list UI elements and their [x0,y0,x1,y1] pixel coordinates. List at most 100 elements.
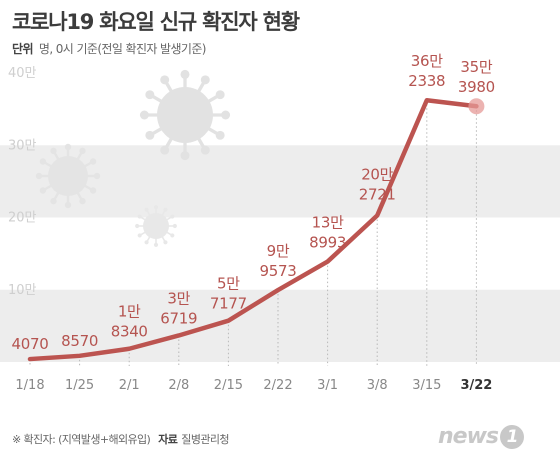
data-label: 8340 [111,323,148,341]
virus-icon [135,205,177,247]
virus-spike-tip [89,158,97,165]
chart-title: 코로나19 화요일 신규 확진자 현황 [12,10,300,34]
data-label: 7177 [210,295,247,313]
series-line [27,97,485,362]
virus-spike-tip [215,130,225,140]
guide-lines [29,100,477,366]
x-tick-label: 3/8 [367,378,388,393]
virus-spike-tip [145,130,155,140]
x-tick-label: 3/1 [317,378,338,393]
data-point [127,347,131,351]
data-label: 1만 [118,303,141,321]
virus-spike-tip [39,158,47,165]
data-labels: 4070 8570 1만 8340 3만 6719 5만 7177 9만 9573 13만 8993 2… [12,52,496,353]
virus-spike-tip [139,110,149,120]
footnote-text: ※ 확진자: (지역발생+해외유입) [12,433,151,446]
data-point [276,288,280,292]
unit-line: 단위 명, 0시 기준(전일 확진자 발생기준) [12,40,206,57]
virus-spike-tip [79,147,86,155]
data-label: 6719 [160,309,197,327]
data-label: 35만 [460,58,492,76]
virus-spike-tip [145,90,155,100]
virus-spike-tip [170,233,175,238]
virus-body [157,87,213,143]
data-label: 20만 [361,166,393,184]
data-label: 3만 [167,289,190,307]
x-axis-labels: 1/18 1/25 2/1 2/8 2/15 2/22 3/1 3/8 3/15 3/22 [15,378,492,393]
data-label: 5만 [217,275,240,293]
virus-body [48,156,88,196]
data-label: 9만 [267,242,290,260]
data-point [177,333,181,337]
virus-spike-tip [221,110,231,120]
logo-text: news [438,424,499,449]
virus-spike-tip [170,214,175,219]
virus-spike-tip [160,75,170,85]
y-tick-label: 40만 [8,66,37,81]
data-label: 9573 [260,262,297,280]
virus-spike-tip [93,172,101,180]
data-label: 4070 [12,335,49,353]
virus-spike-tip [153,205,159,210]
data-point [425,98,429,102]
virus-spike-tip [64,143,72,151]
x-tick-label: 1/25 [65,378,94,393]
data-label: 2338 [408,72,445,90]
source-text: 질병관리청 [181,433,229,446]
virus-spike-tip [163,207,168,212]
news1-logo: news 1 [438,424,525,449]
x-tick-label: 2/8 [168,378,189,393]
virus-icon [35,143,101,209]
y-axis-ticks: 10만 20만 30만 40만 [8,66,37,298]
virus-spike-tip [50,197,57,205]
virus-spike-tip [200,75,210,85]
x-tick-label: 1/18 [15,378,44,393]
virus-spike-tip [137,233,142,238]
x-tick-label: 2/1 [119,378,140,393]
virus-spike-tip [35,172,43,180]
virus-spike-tip [200,145,210,155]
virus-spike-tip [50,147,57,155]
virus-spike-tip [180,69,190,79]
virus-spike-tip [135,223,140,229]
virus-spike-tip [137,214,142,219]
virus-spike-tip [172,223,177,229]
y-tick-label: 20만 [8,211,37,226]
virus-spike-tip [163,240,168,245]
data-point [78,354,82,358]
x-tick-label: 2/15 [214,378,243,393]
unit-text: 명, 0시 기준(전일 확진자 발생기준) [38,42,207,56]
data-label: 8993 [309,234,346,252]
virus-spike-tip [144,207,149,212]
virus-spike-tip [153,242,159,247]
data-label: 2721 [359,186,396,204]
data-point [375,214,379,218]
logo-mark: 1 [500,425,525,449]
last-point-highlight [468,98,485,115]
y-tick-label: 10만 [8,283,37,298]
virus-body [143,213,169,239]
unit-label: 단위 [12,42,33,56]
grid-band [0,289,560,362]
grid-bands [0,145,560,362]
virus-spike-tip [64,201,72,209]
virus-spike-tip [215,90,225,100]
virus-icon [139,69,231,161]
virus-spike-tip [89,187,97,194]
virus-decorations [35,69,231,247]
x-tick-label: 2/22 [263,378,292,393]
source-label: 자료 [158,433,178,446]
grid-band [0,145,560,218]
x-tick-label: 3/22 [460,378,492,393]
virus-spike-tip [160,145,170,155]
data-label: 36만 [411,52,443,70]
virus-spike-tip [79,197,86,205]
y-tick-label: 30만 [8,138,37,153]
x-tick-label: 3/15 [412,378,441,393]
series-line-path [27,97,479,362]
data-label: 8570 [61,332,98,350]
virus-spike-tip [180,151,190,161]
data-label: 3980 [458,78,495,96]
virus-spike-tip [144,240,149,245]
